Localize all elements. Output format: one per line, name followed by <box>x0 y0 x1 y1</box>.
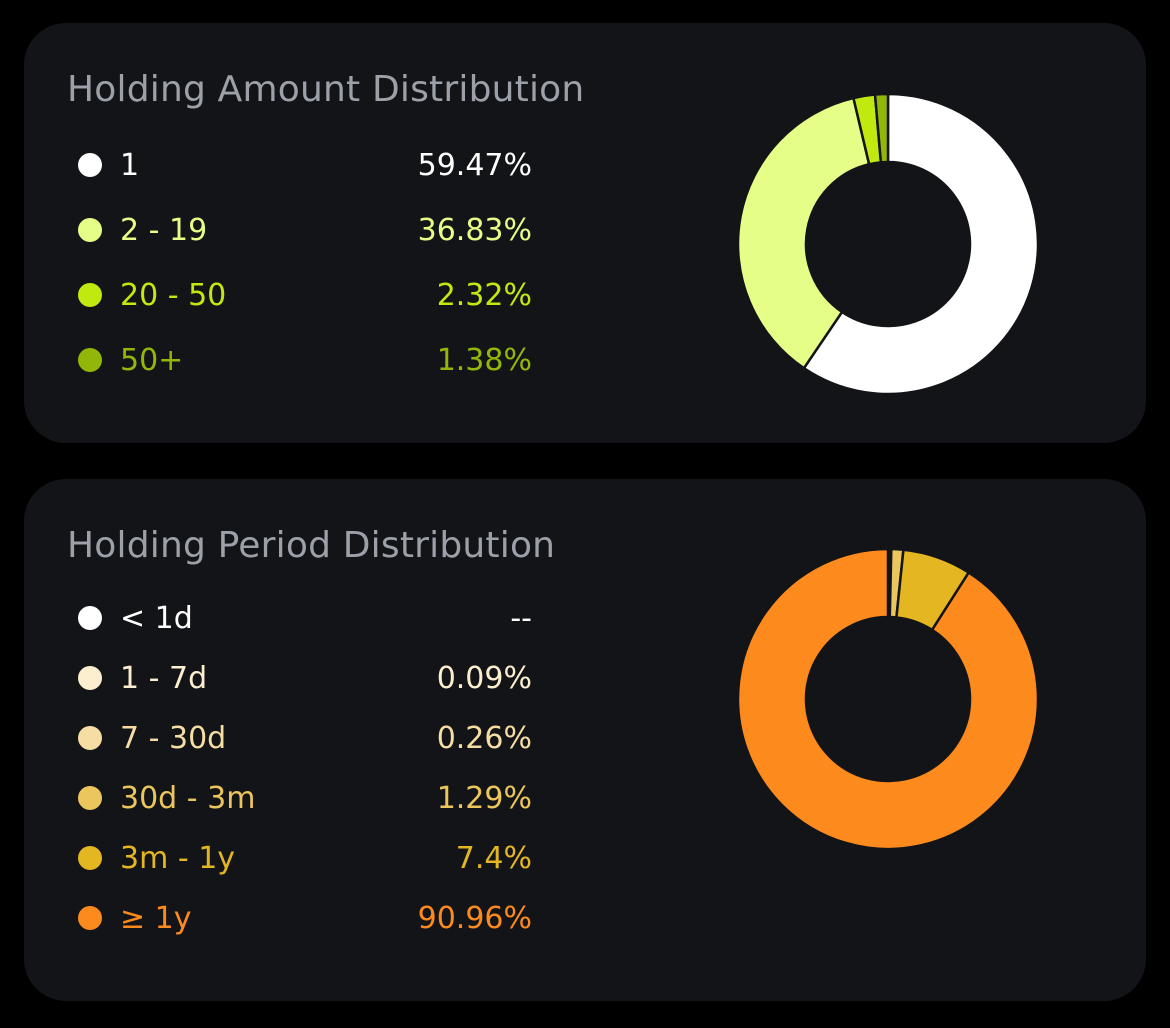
legend-item-3m-1y[interactable]: 3m - 1y 7.4% <box>78 836 532 880</box>
legend-dot <box>78 348 102 372</box>
holding-period-card: Holding Period Distribution < 1d -- 1 - 7d… <box>24 479 1146 1001</box>
legend-dot <box>78 666 102 690</box>
legend-dot <box>78 218 102 242</box>
legend-label: 3m - 1y <box>120 840 236 876</box>
holding-amount-donut[interactable] <box>736 92 1040 396</box>
legend-item-2-19[interactable]: 2 - 19 36.83% <box>78 208 532 252</box>
legend-label: 2 - 19 <box>120 212 208 248</box>
holding-amount-title: Holding Amount Distribution <box>67 69 585 110</box>
legend-dot <box>78 606 102 630</box>
legend-dot <box>78 906 102 930</box>
legend-dot <box>78 153 102 177</box>
legend-value: 7.4% <box>455 840 532 876</box>
legend-item-lt-1d[interactable]: < 1d -- <box>78 596 532 640</box>
legend-item-1[interactable]: 1 59.47% <box>78 143 532 187</box>
legend-value: 1.29% <box>436 780 532 816</box>
legend-item-20-50[interactable]: 20 - 50 2.32% <box>78 273 532 317</box>
legend-label: 1 <box>120 147 140 183</box>
legend-label: 20 - 50 <box>120 277 227 313</box>
legend-dot <box>78 846 102 870</box>
legend-dot <box>78 283 102 307</box>
donut-slice-50plus[interactable] <box>873 92 890 164</box>
legend-item-1-7d[interactable]: 1 - 7d 0.09% <box>78 656 532 700</box>
legend-item-30d-3m[interactable]: 30d - 3m 1.29% <box>78 776 532 820</box>
donut-svg <box>736 92 1040 396</box>
legend-label: 30d - 3m <box>120 780 256 816</box>
legend-label: ≥ 1y <box>120 900 192 936</box>
legend-item-50plus[interactable]: 50+ 1.38% <box>78 338 532 382</box>
legend-item-gte-1y[interactable]: ≥ 1y 90.96% <box>78 896 532 940</box>
legend-value: 1.38% <box>436 342 532 378</box>
legend-value: 36.83% <box>417 212 532 248</box>
legend-dot <box>78 786 102 810</box>
legend-item-7-30d[interactable]: 7 - 30d 0.26% <box>78 716 532 760</box>
legend-value: 0.26% <box>436 720 532 756</box>
legend-label: < 1d <box>120 600 193 636</box>
donut-svg <box>736 547 1040 851</box>
holding-period-title: Holding Period Distribution <box>67 525 556 566</box>
legend-dot <box>78 726 102 750</box>
donut-slice-2-19[interactable] <box>736 96 871 370</box>
legend-value: 59.47% <box>417 147 532 183</box>
legend-label: 7 - 30d <box>120 720 227 756</box>
legend-value: 90.96% <box>417 900 532 936</box>
holding-amount-card: Holding Amount Distribution 1 59.47% 2 - 1… <box>24 23 1146 443</box>
donut-slice-1[interactable] <box>802 92 1040 396</box>
legend-value: -- <box>510 600 532 636</box>
legend-label: 50+ <box>120 342 184 378</box>
legend-value: 2.32% <box>436 277 532 313</box>
holding-period-donut[interactable] <box>736 547 1040 851</box>
legend-label: 1 - 7d <box>120 660 208 696</box>
donut-slice-gte-1y[interactable] <box>736 547 1040 851</box>
legend-value: 0.09% <box>436 660 532 696</box>
